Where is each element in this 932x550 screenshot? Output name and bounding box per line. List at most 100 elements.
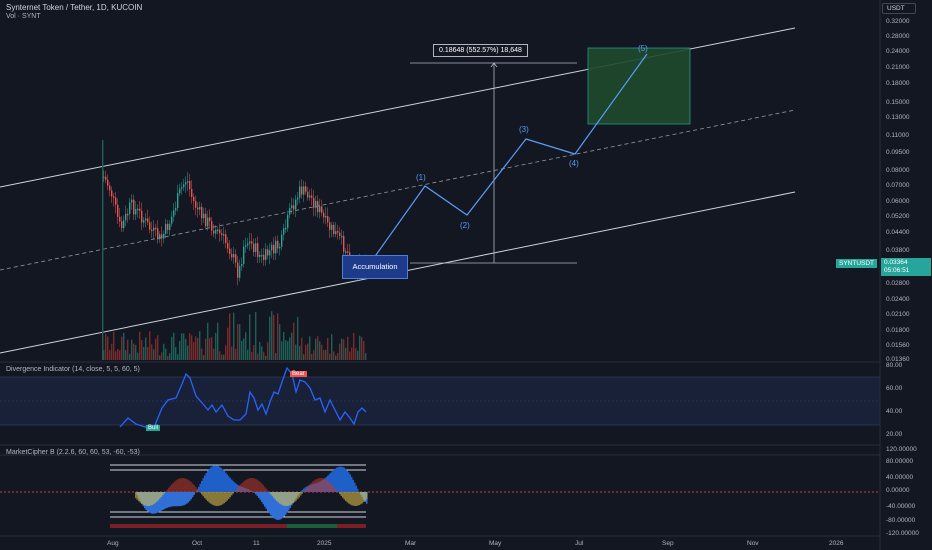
divergence-title[interactable]: Divergence Indicator (14, close, 5, 5, 6… bbox=[6, 366, 140, 373]
candle bbox=[119, 216, 121, 222]
candle bbox=[313, 197, 315, 208]
cipher-wave-bar bbox=[333, 469, 335, 492]
candle bbox=[331, 224, 333, 230]
volume-bar bbox=[197, 337, 199, 360]
candle bbox=[315, 200, 317, 208]
volume-bar bbox=[347, 336, 349, 360]
candle bbox=[279, 246, 281, 249]
cipher-money-flow bbox=[205, 492, 207, 500]
cipher-wave-bar bbox=[256, 492, 258, 496]
candle bbox=[265, 249, 267, 260]
volume-bar bbox=[353, 332, 355, 360]
candle bbox=[311, 195, 313, 198]
cipher-money-flow bbox=[187, 479, 189, 492]
cipher-wave-bar bbox=[198, 486, 200, 492]
volume-bar bbox=[105, 334, 107, 360]
candle bbox=[163, 233, 165, 239]
cipher-wave-bar bbox=[255, 492, 257, 495]
cipher-money-flow bbox=[294, 492, 296, 503]
accumulation-zone[interactable]: Accumulation bbox=[342, 255, 408, 279]
volume-bar bbox=[219, 351, 221, 360]
cipher-wave-bar bbox=[162, 492, 164, 511]
cipher-money-flow bbox=[229, 492, 231, 498]
candle bbox=[271, 244, 273, 251]
cipher-money-flow bbox=[256, 479, 258, 492]
cipher-wave-bar bbox=[216, 465, 218, 492]
volume-bar bbox=[323, 350, 325, 360]
cipher-money-flow bbox=[288, 492, 290, 506]
time-label: 2025 bbox=[317, 540, 332, 547]
cipher-money-flow bbox=[175, 480, 177, 492]
volume-bar bbox=[259, 342, 261, 360]
currency-selector[interactable]: USDT bbox=[882, 3, 916, 14]
volume-bar bbox=[309, 336, 311, 360]
cipher-wave-bar bbox=[187, 492, 189, 503]
cipher-wave-bar bbox=[352, 479, 354, 492]
candle bbox=[133, 199, 135, 215]
cipher-money-flow bbox=[262, 485, 264, 492]
symbol-tag: SYNTUSDT bbox=[836, 259, 878, 268]
price-axis-label: 0.01560 bbox=[886, 342, 910, 349]
price-axis-label: 0.11000 bbox=[886, 132, 910, 139]
candle bbox=[127, 213, 129, 216]
measure-label[interactable]: 0.18648 (552.57%) 18,648 bbox=[433, 44, 528, 57]
cipher-wave-bar bbox=[177, 492, 179, 507]
cipher-money-flow bbox=[241, 482, 243, 492]
candle bbox=[111, 190, 113, 197]
cipher-wave-bar bbox=[351, 477, 353, 492]
candle bbox=[195, 201, 197, 208]
volume-bar bbox=[239, 324, 241, 360]
candle bbox=[201, 206, 203, 219]
marketcipher-title[interactable]: MarketCipher B (2.2.6, 60, 60, 53, -60, … bbox=[6, 449, 140, 456]
cipher-wave-bar bbox=[334, 468, 336, 492]
volume-bar bbox=[359, 335, 361, 360]
price-axis-label: 0.01360 bbox=[886, 356, 910, 363]
cipher-money-flow bbox=[223, 492, 225, 504]
price-axis-label: 0.02100 bbox=[886, 311, 910, 318]
volume-bar bbox=[315, 338, 317, 360]
candle bbox=[335, 231, 337, 235]
volume-bar bbox=[137, 352, 139, 360]
cipher-money-flow bbox=[273, 492, 275, 498]
candle bbox=[239, 266, 241, 278]
cipher-money-flow bbox=[306, 487, 308, 492]
cipher-money-flow bbox=[309, 484, 311, 492]
cipher-money-flow bbox=[198, 490, 200, 492]
volume-bar bbox=[127, 339, 129, 360]
cipher-wave-bar bbox=[157, 492, 159, 513]
volume-bar bbox=[107, 336, 109, 360]
candle bbox=[167, 223, 169, 231]
cipher-money-flow bbox=[192, 483, 194, 492]
volume-bar bbox=[143, 347, 145, 360]
cipher-money-flow bbox=[178, 478, 180, 492]
volume-bar bbox=[211, 337, 213, 360]
wave-5-label: (5) bbox=[638, 44, 648, 53]
candle bbox=[257, 243, 259, 257]
candle bbox=[117, 204, 119, 217]
volume-bar bbox=[201, 348, 203, 360]
candle bbox=[325, 216, 327, 218]
volume-bar bbox=[191, 335, 193, 360]
cipher-wave-bar bbox=[280, 492, 282, 520]
cipher-money-flow bbox=[355, 492, 357, 506]
volume-bar bbox=[261, 346, 263, 360]
candle bbox=[339, 232, 341, 237]
cipher-wave-bar bbox=[345, 468, 347, 492]
cipher-money-flow bbox=[135, 492, 137, 499]
candle bbox=[285, 227, 287, 230]
candle bbox=[307, 191, 309, 198]
cipher-money-flow bbox=[180, 478, 182, 492]
price-axis-label: 0.06000 bbox=[886, 198, 910, 205]
cipher-money-flow bbox=[295, 492, 297, 501]
cipher-money-flow bbox=[279, 492, 281, 504]
time-label: Jul bbox=[575, 540, 584, 547]
cipher-wave-bar bbox=[229, 477, 231, 492]
cipher-money-flow bbox=[300, 492, 302, 496]
cipher-money-flow bbox=[327, 480, 329, 492]
cipher-wave-bar bbox=[222, 469, 224, 492]
cipher-wave-bar bbox=[207, 470, 209, 492]
cipher-wave-bar bbox=[169, 492, 171, 507]
cipher-money-flow bbox=[216, 492, 218, 506]
cipher-wave-bar bbox=[214, 465, 216, 492]
